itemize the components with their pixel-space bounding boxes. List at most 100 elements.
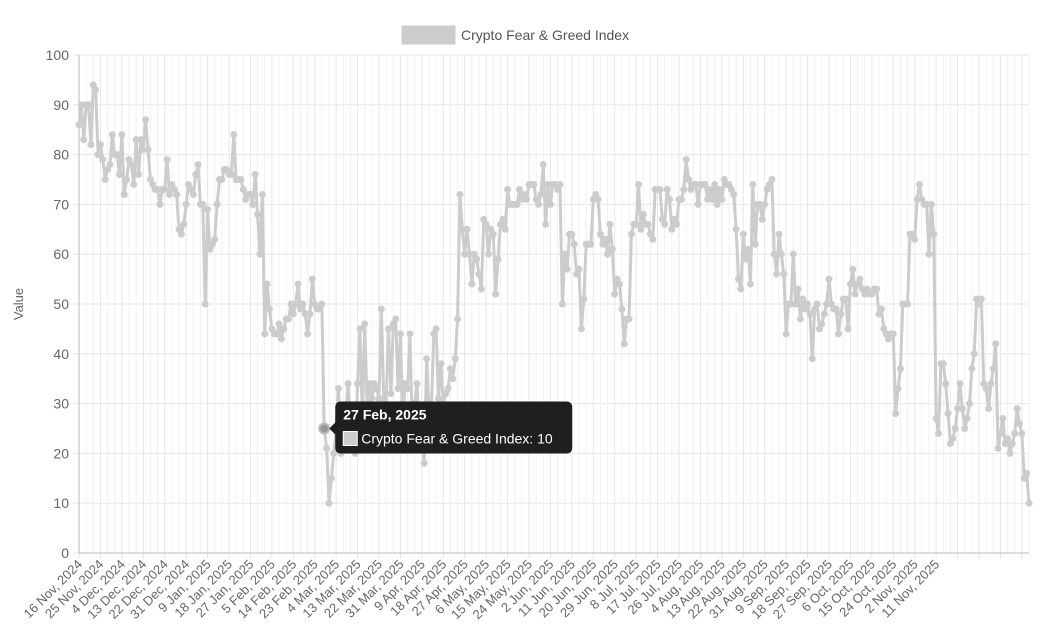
data-point[interactable]: [285, 315, 293, 323]
data-point[interactable]: [987, 380, 995, 388]
data-point[interactable]: [649, 235, 657, 243]
data-point[interactable]: [177, 230, 185, 238]
data-point[interactable]: [456, 190, 464, 198]
data-point[interactable]: [482, 220, 490, 228]
data-point[interactable]: [735, 275, 743, 283]
data-point[interactable]: [406, 330, 414, 338]
data-point[interactable]: [265, 305, 273, 313]
data-point[interactable]: [789, 250, 797, 258]
data-point[interactable]: [996, 429, 1004, 437]
data-point[interactable]: [761, 200, 769, 208]
data-point[interactable]: [435, 395, 443, 403]
data-point[interactable]: [420, 459, 428, 467]
data-point[interactable]: [663, 185, 671, 193]
data-point[interactable]: [851, 290, 859, 298]
data-point[interactable]: [587, 240, 595, 248]
data-point[interactable]: [694, 200, 702, 208]
data-point[interactable]: [163, 156, 171, 164]
data-point[interactable]: [796, 315, 804, 323]
data-point[interactable]: [256, 250, 264, 258]
data-point[interactable]: [896, 365, 904, 373]
data-point[interactable]: [373, 385, 381, 393]
data-point[interactable]: [92, 86, 100, 94]
data-point[interactable]: [537, 190, 545, 198]
data-point[interactable]: [75, 121, 83, 129]
data-point[interactable]: [892, 410, 900, 418]
data-point[interactable]: [292, 300, 300, 308]
data-point[interactable]: [706, 185, 714, 193]
data-point[interactable]: [618, 305, 626, 313]
data-point[interactable]: [682, 156, 690, 164]
data-point[interactable]: [1004, 434, 1012, 442]
data-point[interactable]: [956, 380, 964, 388]
data-point[interactable]: [99, 156, 107, 164]
data-point[interactable]: [935, 429, 943, 437]
data-point[interactable]: [535, 200, 543, 208]
data-point[interactable]: [108, 131, 116, 139]
data-point[interactable]: [808, 355, 816, 363]
data-point[interactable]: [94, 151, 102, 159]
data-point[interactable]: [182, 200, 190, 208]
data-point[interactable]: [539, 161, 547, 169]
data-point[interactable]: [85, 101, 93, 109]
data-point[interactable]: [249, 200, 257, 208]
data-point[interactable]: [904, 300, 912, 308]
data-point[interactable]: [87, 141, 95, 149]
data-point[interactable]: [942, 380, 950, 388]
data-point[interactable]: [685, 176, 693, 183]
data-point[interactable]: [806, 310, 814, 318]
data-point[interactable]: [842, 295, 850, 303]
data-point[interactable]: [446, 365, 454, 373]
data-point[interactable]: [813, 300, 821, 308]
data-point[interactable]: [477, 285, 485, 293]
data-point[interactable]: [832, 305, 840, 313]
data-point[interactable]: [277, 335, 285, 343]
data-point[interactable]: [661, 220, 669, 228]
data-point[interactable]: [737, 285, 745, 293]
data-point[interactable]: [261, 330, 269, 338]
data-point[interactable]: [1008, 439, 1016, 447]
data-point[interactable]: [204, 205, 212, 213]
data-point[interactable]: [665, 195, 673, 203]
data-point[interactable]: [773, 270, 781, 278]
data-point[interactable]: [1011, 429, 1019, 437]
data-point[interactable]: [873, 285, 881, 293]
data-point[interactable]: [894, 385, 902, 393]
data-point[interactable]: [856, 275, 864, 283]
data-point[interactable]: [444, 385, 452, 393]
data-point[interactable]: [396, 330, 404, 338]
data-point[interactable]: [80, 136, 88, 144]
data-point[interactable]: [530, 180, 538, 188]
data-point[interactable]: [775, 230, 783, 238]
data-point[interactable]: [758, 215, 766, 223]
data-point[interactable]: [463, 225, 471, 233]
data-point[interactable]: [449, 375, 457, 383]
data-point[interactable]: [356, 325, 364, 333]
data-point[interactable]: [289, 310, 297, 318]
data-point[interactable]: [963, 415, 971, 423]
data-point[interactable]: [732, 225, 740, 233]
data-point[interactable]: [746, 280, 754, 288]
data-point[interactable]: [115, 171, 123, 179]
data-point[interactable]: [751, 240, 759, 248]
data-point[interactable]: [475, 270, 483, 278]
data-point[interactable]: [263, 280, 271, 288]
data-point[interactable]: [594, 195, 602, 203]
data-point[interactable]: [451, 355, 459, 363]
data-point[interactable]: [563, 265, 571, 273]
data-point[interactable]: [123, 176, 131, 183]
data-point[interactable]: [142, 116, 150, 124]
data-point[interactable]: [254, 210, 262, 218]
data-point[interactable]: [218, 176, 226, 183]
data-point[interactable]: [742, 255, 750, 263]
data-point[interactable]: [944, 410, 952, 418]
data-point[interactable]: [361, 320, 369, 328]
data-point[interactable]: [423, 355, 431, 363]
data-point[interactable]: [561, 250, 569, 258]
data-point[interactable]: [1006, 449, 1014, 457]
data-point[interactable]: [387, 390, 395, 398]
data-point[interactable]: [473, 255, 481, 263]
data-point[interactable]: [468, 280, 476, 288]
data-point[interactable]: [930, 230, 938, 238]
data-point[interactable]: [135, 171, 143, 179]
